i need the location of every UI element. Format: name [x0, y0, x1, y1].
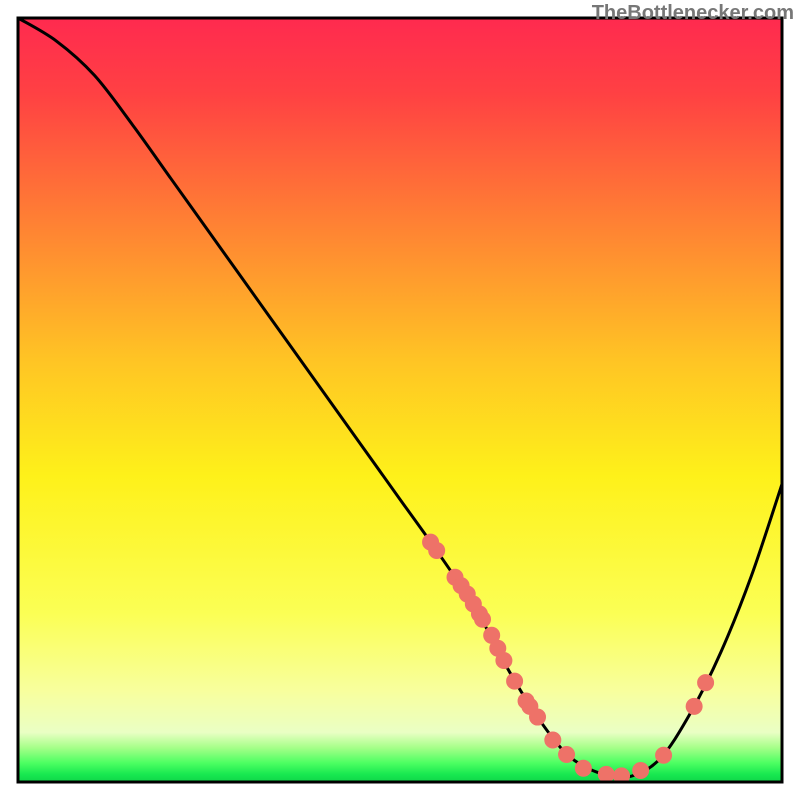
plot-background — [18, 18, 782, 782]
chart-container: TheBottlenecker.com — [0, 0, 800, 800]
data-marker — [507, 673, 523, 689]
data-marker — [475, 611, 491, 627]
data-marker — [559, 746, 575, 762]
watermark-text: TheBottlenecker.com — [592, 2, 794, 25]
data-marker — [698, 675, 714, 691]
data-marker — [545, 732, 561, 748]
data-marker — [656, 747, 672, 763]
data-marker — [429, 543, 445, 559]
data-marker — [530, 709, 546, 725]
data-marker — [633, 763, 649, 779]
data-marker — [686, 698, 702, 714]
data-marker — [575, 760, 591, 776]
data-marker — [598, 766, 614, 782]
data-marker — [496, 653, 512, 669]
chart-svg — [0, 0, 800, 800]
